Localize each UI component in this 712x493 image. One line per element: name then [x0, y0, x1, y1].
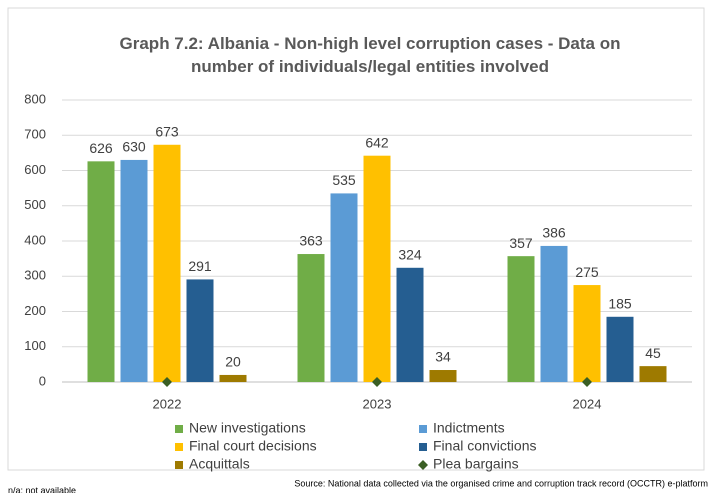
marker — [162, 377, 172, 387]
legend-swatch — [175, 461, 183, 469]
bar — [363, 155, 391, 382]
y-tick-label: 300 — [24, 268, 46, 283]
y-tick-label: 0 — [39, 373, 46, 388]
legend-label: New investigations — [189, 420, 306, 436]
data-label: 20 — [225, 354, 241, 370]
y-tick-label: 600 — [24, 162, 46, 177]
chart-title: Graph 7.2: Albania - Non-high level corr… — [120, 34, 621, 76]
legend-label: Acquittals — [189, 456, 250, 472]
bar — [639, 366, 667, 382]
data-label: 642 — [365, 134, 389, 150]
legend-swatch — [419, 425, 427, 433]
source: Source: National data collected via the … — [294, 478, 708, 488]
legend-swatch — [175, 425, 183, 433]
marker — [582, 377, 592, 387]
y-tick-label: 500 — [24, 197, 46, 212]
y-tick-label: 800 — [24, 91, 46, 106]
y-tick-label: 200 — [24, 303, 46, 318]
data-label: 291 — [188, 258, 212, 274]
legend-swatch — [175, 443, 183, 451]
y-tick-label: 100 — [24, 338, 46, 353]
legend-label: Final court decisions — [189, 438, 317, 454]
data-label: 626 — [89, 140, 113, 156]
data-label: 45 — [645, 345, 661, 361]
bar — [396, 267, 424, 382]
data-label: 275 — [575, 264, 599, 280]
x-tick-label: 2023 — [363, 396, 392, 411]
bar — [573, 285, 601, 382]
bar — [540, 245, 568, 382]
marker — [372, 377, 382, 387]
bar — [330, 193, 358, 382]
data-label: 357 — [509, 235, 533, 251]
legend-label: Final convictions — [433, 438, 537, 454]
y-tick-label: 700 — [24, 127, 46, 142]
data-label: 363 — [299, 233, 323, 249]
data-label: 185 — [608, 295, 632, 311]
x-tick-label: 2022 — [153, 396, 182, 411]
data-label: 324 — [398, 246, 422, 262]
legend-label: Indictments — [433, 420, 505, 436]
bar — [606, 316, 634, 382]
bar — [87, 161, 115, 382]
bar — [120, 159, 148, 382]
bar — [186, 279, 214, 382]
y-tick-label: 400 — [24, 232, 46, 247]
footnote: n/a: not available — [8, 485, 76, 493]
data-label: 673 — [155, 123, 179, 139]
bar — [219, 374, 247, 382]
data-label: 34 — [435, 349, 451, 365]
bar — [297, 254, 325, 382]
bar — [507, 256, 535, 382]
legend-label: Plea bargains — [433, 456, 519, 472]
data-label: 535 — [332, 172, 356, 188]
data-label: 630 — [122, 139, 146, 155]
bar — [429, 370, 457, 382]
legend-swatch — [419, 443, 427, 451]
data-label: 386 — [542, 225, 566, 241]
legend-marker — [418, 460, 428, 470]
x-tick-label: 2024 — [573, 396, 602, 411]
bar — [153, 144, 181, 382]
